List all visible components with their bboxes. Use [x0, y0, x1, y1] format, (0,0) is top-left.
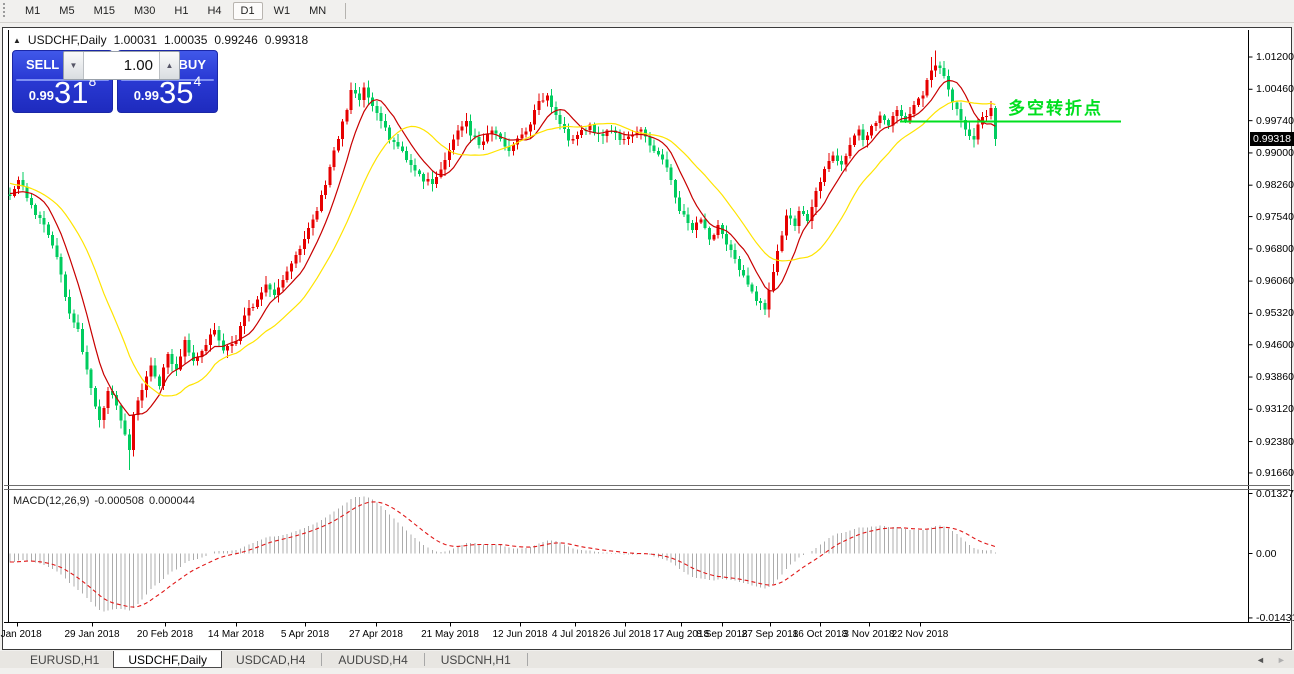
indicator-signal-value: 0.000044 [148, 495, 195, 507]
macd-axis-label: -0.01431 [1256, 611, 1294, 624]
date-axis-label: 20 Feb 2018 [136, 629, 194, 640]
price-axis-label: 0.96800 [1256, 242, 1294, 255]
timeframe-button-d1[interactable]: D1 [232, 2, 263, 20]
price-axis-label: 1.00460 [1256, 83, 1294, 96]
price-axis-label: 0.93860 [1256, 371, 1294, 384]
date-axis-label: 27 Apr 2018 [349, 629, 403, 640]
chart-tab-eurusd-h1[interactable]: EURUSD,H1 [30, 653, 100, 667]
timeframe-button-m5[interactable]: M5 [59, 5, 75, 17]
date-axis-label: 22 Nov 2018 [891, 629, 949, 640]
indicator-label: MACD(12,26,9) -0.000508 0.000044 [13, 495, 195, 507]
collapse-panel-icon[interactable]: ▲ [13, 35, 21, 45]
price-axis-label: 0.99740 [1256, 114, 1294, 127]
macd-axis-label: 0.01327 [1256, 487, 1294, 500]
price-axis-label: 0.97540 [1256, 210, 1294, 223]
chart-tab-usdchf-daily[interactable]: USDCHF,Daily [113, 651, 223, 668]
tab-separator [321, 653, 323, 666]
timeframe-toolbar: M1 M5 M15 M30 H1 H4 D1 W1 MN [0, 0, 1294, 23]
buy-label: BUY [178, 57, 206, 72]
annotation-label[interactable]: 多空转折点 [1008, 99, 1103, 118]
chart-tab-usdcnh-h1[interactable]: USDCNH,H1 [440, 653, 511, 667]
ohlc-high: 1.00035 [164, 33, 208, 47]
timeframe-button-h1[interactable]: H1 [174, 5, 189, 17]
status-strip [0, 668, 1294, 674]
price-axis-label: 0.96060 [1256, 275, 1294, 288]
price-axis-label: 0.94600 [1256, 338, 1294, 351]
timeframe-button-w1[interactable]: W1 [273, 5, 291, 17]
date-axis-label: 8 Sep 2018 [696, 629, 748, 640]
timeframe-button-mn[interactable]: MN [309, 5, 327, 17]
ohlc-open: 1.00031 [113, 33, 157, 47]
date-axis-label: 16 Oct 2018 [792, 629, 848, 640]
chart-tab-audusd-h4[interactable]: AUDUSD,H4 [338, 653, 408, 667]
ohlc-low: 0.99246 [214, 33, 258, 47]
chart-tab-usdcad-h4[interactable]: USDCAD,H4 [236, 653, 306, 667]
buy-price-prefix: 0.99 [133, 88, 160, 103]
date-axis-label: 3 Nov 2018 [843, 629, 895, 640]
tab-scroll-right-icon[interactable]: ► [1276, 654, 1286, 665]
date-axis-label: 27 Sep 2018 [741, 629, 799, 640]
volume-input[interactable]: 1.00 [84, 52, 159, 79]
indicator-main-value: -0.000508 [94, 495, 144, 507]
sell-price: 0.99318 [13, 73, 112, 108]
volume-increase-icon[interactable]: ▲ [159, 52, 179, 79]
chart-window [2, 27, 1292, 650]
price-axis-label: 0.93120 [1256, 403, 1294, 416]
price-axis-label: 1.01200 [1256, 51, 1294, 63]
date-axis-label: 5 Apr 2018 [280, 629, 330, 640]
buy-price: 0.99354 [118, 73, 217, 108]
price-axis-label: 0.98260 [1256, 179, 1294, 192]
date-axis-label: 26 Jul 2018 [599, 629, 651, 640]
timeframe-button-m1[interactable]: M1 [25, 5, 41, 17]
timeframe-button-m15[interactable]: M15 [93, 5, 115, 17]
date-axis-label: 14 Mar 2018 [207, 629, 265, 640]
date-axis-label: 29 Jan 2018 [64, 629, 120, 640]
one-click-trade-panel: SELL 0.99318 BUY 0.99354 ▼ 1.00 ▲ [12, 50, 218, 113]
macd-axis-label: 0.00 [1256, 547, 1277, 560]
chart-symbol-label: USDCHF,Daily [27, 33, 107, 47]
sell-underline [16, 79, 109, 81]
tab-scroll-arrows: ◄ ► [1256, 651, 1294, 668]
tab-scroll-left-icon[interactable]: ◄ [1256, 654, 1265, 665]
volume-stepper: ▼ 1.00 ▲ [63, 51, 180, 80]
buy-price-sup: 4 [193, 73, 202, 89]
price-axis-label: 0.95320 [1256, 307, 1294, 320]
date-axis-label: 4 Jul 2018 [551, 629, 599, 640]
date-axis-label: 12 Jun 2018 [492, 629, 548, 640]
date-axis-label: 21 May 2018 [421, 629, 479, 640]
toolbar-grip-handle[interactable] [3, 3, 9, 19]
toolbar-separator [345, 3, 347, 19]
date-axis-label: 17 Aug 2018 [652, 629, 710, 640]
sell-price-big: 31 [54, 75, 89, 110]
price-axis-label: 0.91660 [1256, 466, 1294, 479]
timeframe-button-h4[interactable]: H4 [207, 5, 222, 17]
tab-separator [526, 653, 528, 666]
buy-price-big: 35 [159, 75, 194, 110]
date-axis-label: 5 Jan 2018 [0, 629, 42, 640]
ohlc-close: 0.99318 [264, 33, 309, 47]
chart-tab-bar: EURUSD,H1 USDCHF,Daily USDCAD,H4 AUDUSD,H4 U… [0, 651, 1294, 668]
current-price-tag: 0.99318 [1250, 132, 1294, 146]
indicator-name: MACD(12,26,9) [13, 495, 90, 507]
price-axis-label: 0.92380 [1256, 435, 1294, 448]
volume-decrease-icon[interactable]: ▼ [64, 52, 84, 79]
tab-separator [423, 653, 425, 666]
price-axis-label: 0.99000 [1256, 146, 1294, 159]
sell-price-prefix: 0.99 [28, 88, 55, 103]
sell-price-sup: 8 [88, 73, 97, 89]
buy-underline [121, 79, 214, 81]
timeframe-button-m30[interactable]: M30 [133, 5, 156, 17]
sell-label: SELL [26, 57, 60, 72]
chart-header: ▲ USDCHF,Daily 1.00031 1.00035 0.99246 0… [13, 33, 308, 47]
